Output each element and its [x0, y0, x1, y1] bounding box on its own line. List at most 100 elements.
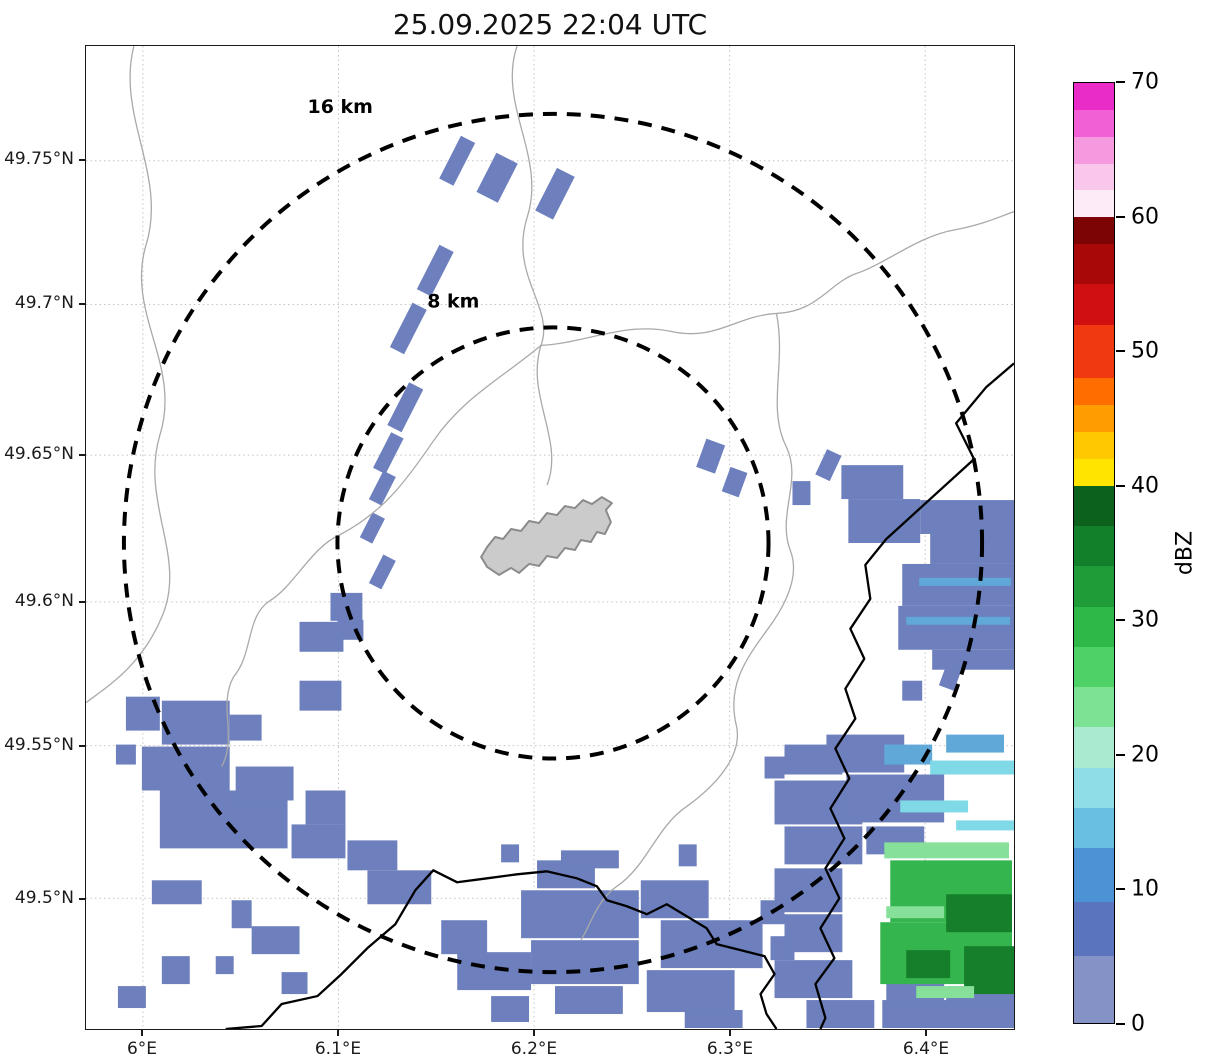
- echo-cell: [368, 554, 396, 590]
- echo-cell: [898, 605, 1014, 650]
- x-tick-label: 6.2°E: [510, 1039, 558, 1059]
- colorbar-segment: [1074, 901, 1114, 956]
- x-tick-mark: [533, 1030, 535, 1036]
- echo-cell: [784, 826, 863, 865]
- colorbar-segment: [1074, 848, 1114, 902]
- colorbar-tick-label: 60: [1131, 204, 1159, 230]
- echo-cell: [501, 844, 520, 863]
- range-ring-8km-label: 8 km: [427, 290, 479, 312]
- colorbar-segment: [1074, 324, 1114, 379]
- range-ring-16km: [121, 111, 985, 975]
- y-tick-mark: [79, 601, 85, 603]
- colorbar-segment: [1074, 606, 1114, 647]
- echo-cell: [531, 940, 639, 985]
- colorbar-tick-label: 30: [1131, 607, 1159, 633]
- x-tick-mark: [729, 1030, 731, 1036]
- echo-cell: [938, 664, 962, 691]
- echo-cell: [902, 680, 923, 701]
- echo-cell: [841, 465, 904, 500]
- echo-cell: [884, 842, 1010, 859]
- echo-cell: [291, 824, 346, 859]
- echo-cell: [359, 512, 385, 544]
- colorbar-segment: [1074, 217, 1114, 245]
- echo-cell: [900, 800, 969, 813]
- echo-cell: [115, 744, 136, 765]
- echo-cell: [389, 302, 427, 355]
- echo-cell: [251, 926, 300, 955]
- echo-cell: [920, 500, 1014, 535]
- admin-boundaries: [86, 46, 1014, 941]
- echo-cell: [416, 244, 454, 297]
- y-tick-mark: [79, 898, 85, 900]
- echo-cell: [806, 1000, 875, 1029]
- colorbar-segment: [1074, 109, 1114, 137]
- echo-cell: [215, 956, 234, 975]
- y-tick-label: 49.5°N: [14, 888, 74, 908]
- echo-cell: [721, 466, 748, 498]
- echo-cell: [919, 577, 1012, 586]
- colorbar-segment: [1074, 485, 1114, 526]
- y-axis-labels: 49.75°N 49.7°N 49.65°N 49.6°N 49.55°N 49.5°N: [0, 45, 85, 1030]
- colorbar-segment: [1074, 405, 1114, 433]
- x-axis-labels: 6°E 6.1°E 6.2°E 6.3°E 6.4°E: [85, 1030, 1015, 1064]
- echo-cell: [886, 906, 945, 919]
- echo-cell: [684, 1010, 743, 1029]
- admin-boundary-line: [86, 46, 171, 704]
- colorbar-segment: [1074, 525, 1114, 567]
- echo-cell: [906, 616, 1011, 625]
- colorbar-tick-label: 10: [1131, 876, 1159, 902]
- echo-cell: [235, 766, 294, 801]
- echo-cell: [784, 914, 843, 953]
- y-tick-mark: [79, 454, 85, 456]
- x-tick-mark: [925, 1030, 927, 1036]
- colorbar-tick-label: 70: [1131, 69, 1159, 95]
- echo-cell: [305, 790, 346, 825]
- y-tick-label: 49.6°N: [14, 591, 74, 611]
- echo-cell: [441, 920, 488, 955]
- echo-cell: [231, 900, 252, 929]
- echo-cell: [560, 850, 619, 869]
- y-tick-label: 49.75°N: [4, 149, 74, 169]
- colorbar-tick-label: 20: [1131, 742, 1159, 768]
- echo-cell: [161, 956, 190, 985]
- colorbar-tick-label: 0: [1131, 1011, 1145, 1037]
- colorbar-segment: [1074, 727, 1114, 768]
- echo-cell: [646, 970, 735, 1013]
- colorbar-segment: [1074, 244, 1114, 285]
- colorbar-segment: [1074, 646, 1114, 688]
- colorbar-gradient: [1073, 82, 1115, 1024]
- colorbar-segment: [1074, 458, 1114, 486]
- range-ring-16km-label: 16 km: [308, 96, 373, 118]
- x-tick-mark: [337, 1030, 339, 1036]
- echo-cell: [151, 880, 202, 905]
- echo-cell: [930, 760, 1014, 775]
- x-tick-label: 6°E: [126, 1039, 158, 1059]
- echo-cell: [678, 844, 697, 867]
- colorbar-segment: [1074, 190, 1114, 218]
- admin-boundary-line: [580, 313, 795, 941]
- colorbar-tick-mark: [1116, 888, 1125, 891]
- y-tick-mark: [79, 745, 85, 747]
- river-border-line: [814, 362, 1014, 1029]
- echo-cell: [930, 534, 1014, 564]
- echo-cell: [367, 870, 432, 905]
- admin-boundary-line: [540, 211, 1014, 347]
- colorbar-tick-mark: [1116, 215, 1125, 218]
- colorbar-segment: [1074, 284, 1114, 325]
- echo-cell: [815, 449, 842, 482]
- echo-cell: [347, 840, 398, 871]
- colorbar-segment: [1074, 955, 1114, 1023]
- echo-cell: [764, 756, 785, 779]
- echo-cell: [932, 649, 1014, 670]
- colorbar-tick-mark: [1116, 1023, 1125, 1025]
- y-tick-mark: [79, 159, 85, 161]
- country-border-line: [225, 869, 778, 1029]
- colorbar-tick-mark: [1116, 350, 1125, 353]
- colorbar-tick-mark: [1116, 619, 1125, 622]
- map-canvas: 16 km 8 km: [86, 46, 1014, 1029]
- x-tick-label: 6.4°E: [902, 1039, 950, 1059]
- echo-cell: [281, 972, 308, 995]
- range-ring-8km: [335, 325, 771, 761]
- colorbar-segment: [1074, 767, 1114, 808]
